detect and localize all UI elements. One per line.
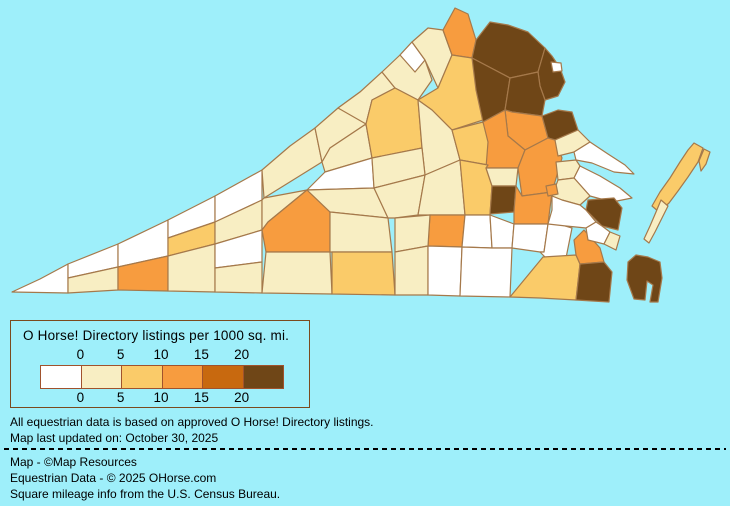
county-polygon [214, 261, 263, 294]
color-scale-ramp [40, 365, 284, 389]
color-swatch [41, 366, 81, 388]
county-polygon [511, 223, 549, 253]
county-polygon [485, 167, 519, 187]
scale-tick-label: 15 [193, 390, 209, 405]
map-area [11, 7, 711, 303]
note-data-source: All equestrian data is based on approved… [10, 415, 374, 429]
color-swatch [121, 366, 162, 388]
county-layer [11, 7, 711, 303]
county-polygon [573, 165, 633, 203]
county-polygon [329, 211, 393, 253]
county-polygon [545, 183, 559, 197]
county-polygon [573, 141, 635, 175]
county-polygon [626, 254, 663, 303]
county-polygon [489, 185, 517, 215]
county-polygon [427, 245, 463, 297]
county-polygon [461, 214, 493, 249]
county-polygon [427, 214, 466, 248]
scale-tick-label: 5 [116, 347, 125, 362]
credit-square-mileage: Square mileage info from the U.S. Census… [10, 487, 281, 501]
scale-tick-label: 5 [116, 390, 125, 405]
county-polygon [550, 61, 563, 73]
scale-tick-label: 15 [193, 347, 209, 362]
county-polygon [11, 263, 69, 294]
county-polygon [603, 231, 621, 251]
color-swatch [242, 366, 283, 388]
credit-equestrian-data: Equestrian Data - © 2025 OHorse.com [10, 471, 217, 485]
credit-map: Map - ©Map Resources [10, 455, 137, 469]
county-polygon [643, 199, 669, 244]
county-polygon [261, 251, 333, 295]
map-legend: O Horse! Directory listings per 1000 sq.… [10, 320, 310, 408]
dashed-divider [4, 448, 726, 450]
scale-tick-label: 0 [76, 347, 85, 362]
county-polygon [698, 148, 711, 172]
county-polygon [651, 142, 704, 213]
county-polygon [504, 71, 546, 117]
county-polygon [394, 245, 429, 296]
county-polygon [331, 251, 396, 296]
color-swatch [161, 366, 202, 388]
color-swatch [202, 366, 243, 388]
scale-tick-label: 0 [76, 390, 85, 405]
county-polygon [509, 254, 581, 301]
county-polygon [459, 246, 513, 298]
legend-title: O Horse! Directory listings per 1000 sq.… [23, 328, 290, 343]
county-polygon [575, 261, 613, 303]
legend-ticks-bottom: 0 5 10 15 20 [11, 390, 309, 405]
scale-tick-label: 10 [153, 390, 169, 405]
scale-tick-label: 10 [153, 347, 169, 362]
scale-tick-label: 20 [234, 390, 250, 405]
virginia-county-map [11, 7, 711, 303]
note-last-updated: Map last updated on: October 30, 2025 [10, 431, 219, 445]
legend-ticks-top: 0 5 10 15 20 [11, 347, 309, 362]
county-polygon [585, 197, 623, 231]
county-polygon [365, 87, 423, 159]
scale-tick-label: 20 [234, 347, 250, 362]
color-swatch [80, 366, 121, 388]
county-polygon [489, 214, 515, 249]
